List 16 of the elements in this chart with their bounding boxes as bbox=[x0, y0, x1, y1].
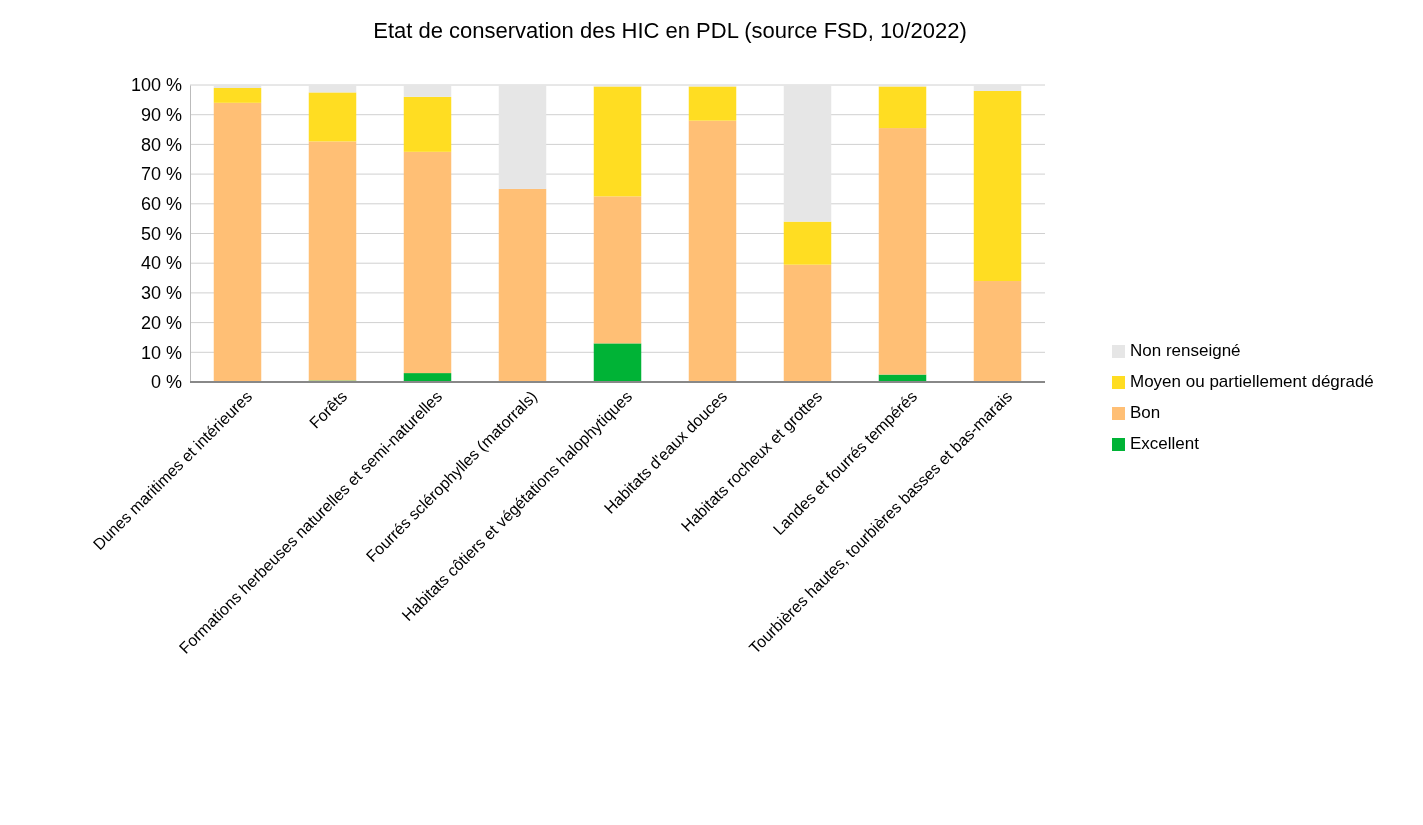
y-tick-label: 0 % bbox=[150, 372, 182, 393]
y-tick-label: 100 % bbox=[130, 75, 182, 96]
legend-label: Moyen ou partiellement dégradé bbox=[1130, 372, 1374, 391]
legend-label: Excellent bbox=[1130, 434, 1200, 453]
y-tick-label: 60 % bbox=[140, 194, 182, 215]
y-tick-label: 80 % bbox=[140, 134, 182, 155]
legend-label: Bon bbox=[1130, 403, 1161, 422]
y-tick-label: 40 % bbox=[140, 253, 182, 274]
y-tick-label: 20 % bbox=[140, 312, 182, 333]
y-tick-label: 90 % bbox=[140, 104, 182, 125]
y-tick-label: 70 % bbox=[140, 164, 182, 185]
y-tick-label: 10 % bbox=[140, 342, 182, 363]
legend-label: Non renseigné bbox=[1130, 341, 1241, 360]
y-tick-label: 50 % bbox=[140, 223, 182, 244]
chart-title: Etat de conservation des HIC en PDL (source FSD, 10/2022) bbox=[373, 18, 967, 43]
y-tick-label: 30 % bbox=[140, 283, 182, 304]
